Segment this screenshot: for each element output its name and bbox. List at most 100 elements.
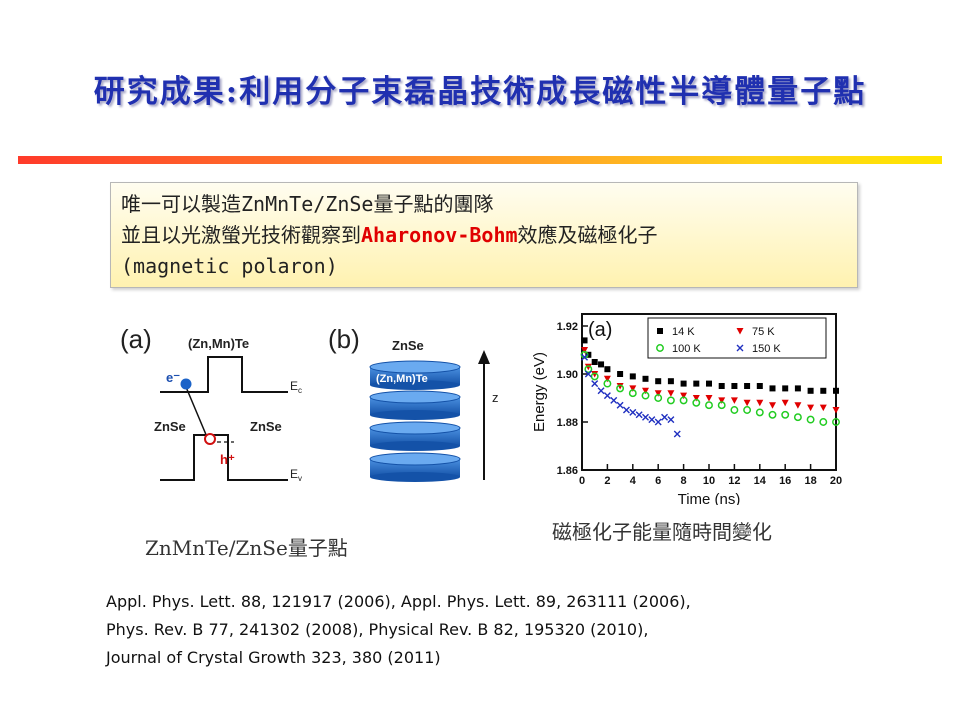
reference-line-1: Appl. Phys. Lett. 88, 121917 (2006), App… <box>106 592 691 611</box>
x-tick-label: 6 <box>655 475 661 487</box>
data-point-14k <box>833 387 839 394</box>
data-point-14k <box>617 371 624 377</box>
x-tick-label: 12 <box>728 475 740 487</box>
data-point-14k <box>642 375 649 382</box>
aharonov-bohm-highlight: Aharonov-Bohm <box>361 223 518 247</box>
data-point-150k <box>603 392 611 400</box>
x-tick-label: 18 <box>804 475 816 487</box>
z-axis-label: z <box>492 390 499 405</box>
ev-label: Ev <box>290 467 302 483</box>
data-point-100k <box>641 391 650 400</box>
data-point-75k <box>616 383 624 390</box>
data-point-75k <box>819 404 827 412</box>
callout-line-2-start: 並且以光激螢光技術觀察到 <box>121 223 361 247</box>
data-point-75k <box>581 347 589 354</box>
data-point-100k <box>806 415 815 424</box>
x-axis-label: Time (ns) <box>678 491 741 505</box>
legend-label: 14 K <box>672 326 695 338</box>
data-point-150k <box>610 396 618 404</box>
y-tick-label: 1.88 <box>557 417 578 429</box>
data-point-14k <box>667 378 674 385</box>
data-point-14k <box>655 378 662 385</box>
legend-label: 100 K <box>672 343 701 355</box>
data-point-100k <box>603 379 612 388</box>
data-point-150k <box>622 406 630 414</box>
legend-label: 150 K <box>752 343 781 355</box>
x-tick-label: 0 <box>579 475 585 487</box>
data-point-150k <box>635 411 643 419</box>
y-axis-label: Energy (eV) <box>531 352 548 432</box>
transition-line <box>185 386 208 438</box>
data-point-14k <box>598 361 605 368</box>
data-point-100k <box>584 365 593 374</box>
data-point-150k <box>673 430 681 438</box>
data-point-75k <box>794 402 802 409</box>
data-point-14k <box>807 387 814 394</box>
fig-a-left-label: ZnSe <box>154 419 186 434</box>
data-point-150k <box>648 416 656 424</box>
data-point-75k <box>807 404 815 412</box>
dot-disk-4 <box>369 452 461 482</box>
data-point-75k <box>603 375 611 383</box>
fig-a-right-label: ZnSe <box>250 419 282 434</box>
data-point-100k <box>628 389 637 398</box>
reference-line-3: Journal of Crystal Growth 323, 380 (2011… <box>106 648 441 667</box>
data-point-100k <box>730 406 739 414</box>
data-point-75k <box>705 395 713 402</box>
callout-line-2: 並且以光激螢光技術觀察到Aharonov-Bohm效應及磁極化子 <box>121 220 857 251</box>
data-point-150k <box>584 370 592 378</box>
reference-line-2: Phys. Rev. B 77, 241302 (2008), Physical… <box>106 620 649 639</box>
highlight-box: 唯一可以製造ZnMnTe/ZnSe量子點的團隊 並且以光激螢光技術觀察到Ahar… <box>110 182 858 288</box>
data-point-75k <box>756 399 764 407</box>
y-tick-label: 1.86 <box>557 465 578 477</box>
data-point-75k <box>743 399 751 407</box>
x-tick-label: 4 <box>630 475 637 487</box>
data-point-100k <box>679 396 688 405</box>
fig-b-panel-label: (b) <box>328 324 360 354</box>
data-point-100k <box>717 401 726 410</box>
data-point-75k <box>584 363 592 371</box>
legend-label: 75 K <box>752 326 775 338</box>
fig-b-top-label: ZnSe <box>392 338 424 353</box>
callout-line-2-end: 效應及磁極化子 <box>517 223 658 247</box>
data-point-75k <box>692 395 700 402</box>
data-point-100k <box>654 394 663 402</box>
hole-label: h⁺ <box>220 452 235 467</box>
data-point-150k <box>616 401 624 409</box>
data-point-75k <box>781 399 789 407</box>
data-point-150k <box>629 408 637 416</box>
data-point-75k <box>629 385 637 392</box>
data-point-75k <box>832 407 840 414</box>
data-point-100k <box>755 408 764 417</box>
x-tick-label: 20 <box>830 475 842 487</box>
conduction-band <box>160 356 288 393</box>
data-point-150k <box>736 344 744 352</box>
caption-quantum-dot: ZnMnTe/ZnSe量子點 <box>145 536 348 560</box>
chart-panel-label: (a) <box>588 319 612 341</box>
data-point-75k <box>591 371 599 378</box>
data-point-75k <box>667 390 675 397</box>
data-point-14k <box>756 383 763 389</box>
data-point-150k <box>642 413 649 421</box>
data-point-75k <box>654 390 662 397</box>
data-point-75k <box>642 387 649 395</box>
dot-disk-2 <box>369 390 461 420</box>
x-tick-label: 8 <box>681 475 687 487</box>
data-point-14k <box>629 373 636 380</box>
data-point-150k <box>661 413 669 421</box>
references: Appl. Phys. Lett. 88, 121917 (2006), App… <box>106 588 691 672</box>
data-point-75k <box>730 397 738 404</box>
data-point-14k <box>657 328 663 334</box>
data-point-14k <box>782 385 789 392</box>
dot-disk-1 <box>369 360 461 390</box>
fig-a-top-label: (Zn,Mn)Te <box>188 336 249 351</box>
x-tick-label: 10 <box>703 475 715 487</box>
dot-stack-diagram: (b) ZnSe (Zn,Mn)Te z <box>328 324 499 482</box>
data-point-14k <box>693 380 700 387</box>
fig-a-panel-label: (a) <box>120 324 152 354</box>
data-point-150k <box>581 353 589 361</box>
dot-label: (Zn,Mn)Te <box>376 373 428 385</box>
ec-label: Ec <box>290 379 302 395</box>
y-tick-label: 1.92 <box>557 321 578 333</box>
legend-box <box>647 317 827 359</box>
